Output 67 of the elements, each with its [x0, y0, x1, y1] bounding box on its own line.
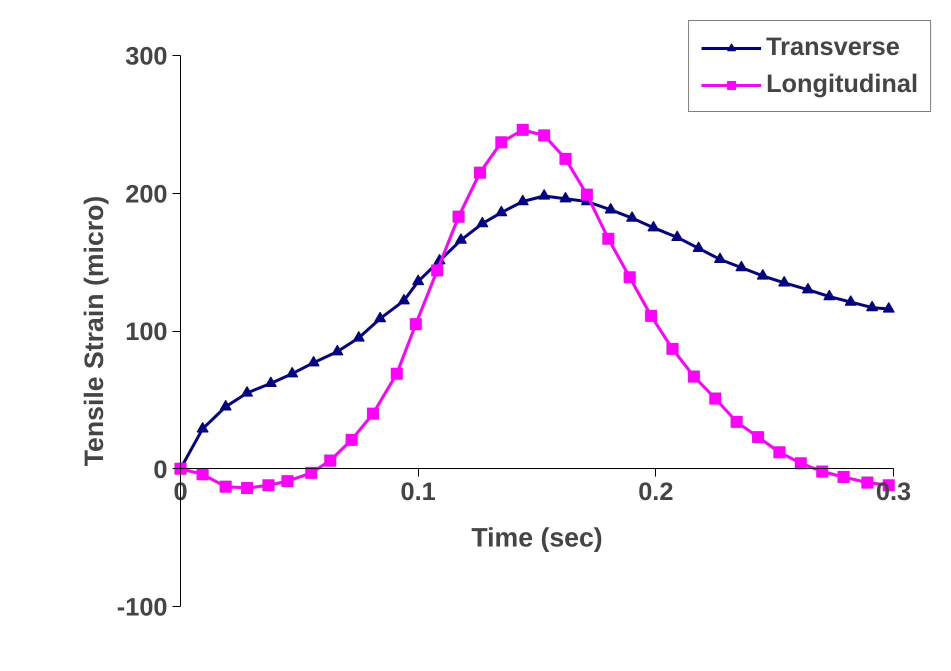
point: [220, 480, 232, 493]
x-tick-label: 0.3: [876, 478, 912, 506]
point: [752, 431, 764, 444]
point: [692, 242, 705, 252]
point: [431, 264, 444, 276]
point: [626, 211, 638, 222]
point: [816, 466, 828, 478]
y-axis-title: Tensile Strain (micro): [78, 196, 109, 466]
point: [286, 366, 298, 378]
point: [688, 370, 700, 382]
point: [647, 220, 660, 232]
point: [346, 434, 358, 446]
point: [390, 368, 403, 380]
point: [196, 422, 209, 432]
point: [778, 276, 790, 286]
point: [331, 344, 344, 356]
point: [624, 271, 636, 284]
point: [882, 302, 895, 313]
point: [709, 392, 722, 404]
x-axis-title: Time (sec): [471, 522, 603, 552]
point: [476, 216, 488, 228]
point: [773, 446, 786, 458]
x-tick-label: 0.2: [638, 478, 674, 506]
point: [823, 290, 836, 300]
legend-label: Transverse: [766, 33, 900, 62]
point: [220, 400, 232, 410]
point: [412, 274, 424, 286]
point: [730, 416, 743, 428]
point: [410, 318, 422, 330]
y-tick-label: 0: [153, 456, 168, 484]
y-tick-label: 200: [125, 180, 168, 208]
point: [367, 408, 380, 420]
point: [756, 269, 769, 280]
point: [262, 479, 274, 492]
point: [866, 300, 878, 312]
point: [352, 331, 365, 342]
point: [495, 206, 508, 216]
point: [802, 282, 814, 294]
point: [308, 356, 320, 366]
point: [281, 475, 294, 488]
y-tick-label: 100: [125, 318, 168, 346]
point: [794, 457, 807, 470]
point: [305, 466, 318, 479]
point: [241, 482, 254, 494]
point: [196, 468, 209, 480]
point: [264, 376, 277, 388]
x-tick-label: 0.1: [400, 478, 436, 506]
point: [324, 454, 336, 466]
point: [516, 194, 529, 206]
point: [454, 233, 467, 244]
point: [671, 230, 684, 242]
y-tick-label: -100: [116, 594, 168, 622]
point: [560, 192, 572, 202]
point: [735, 260, 748, 272]
legend-label: Longitudinal: [766, 70, 918, 99]
point: [398, 294, 410, 304]
point: [374, 312, 386, 322]
point: [861, 476, 874, 489]
point: [844, 295, 857, 306]
point: [645, 310, 658, 322]
point: [666, 342, 678, 355]
point: [838, 471, 850, 484]
y-tick-label: 300: [125, 42, 168, 70]
point: [241, 386, 254, 397]
point: [604, 202, 617, 214]
point: [714, 252, 726, 264]
point: [538, 189, 550, 200]
